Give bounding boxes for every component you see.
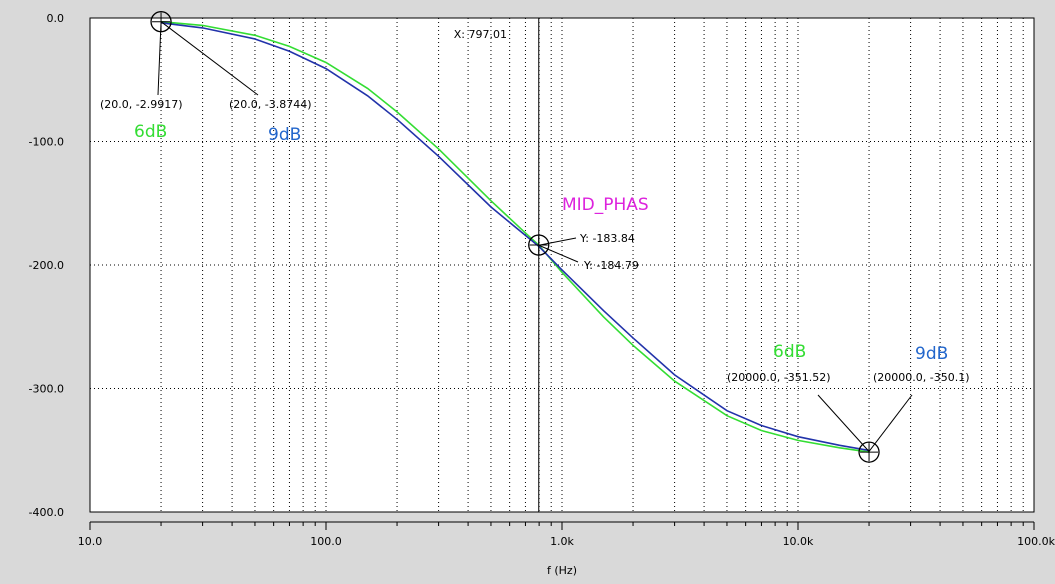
x-tick-label: 100.0 [310,535,342,548]
grid-lines [90,18,1034,512]
y-tick-label: -100.0 [29,136,64,149]
start-9db-label: (20.0, -3.8744) [229,98,312,111]
x-axis-title: f (Hz) [547,564,577,577]
end-6db-label: (20000.0, -351.52) [727,371,831,384]
start-9db-leader [160,21,259,96]
x-tick-label: 1.0k [550,535,574,548]
axes: 10.0 100.0 1.0k 10.0k 100.0k 0.0 -100.0 -200.0 -… [29,12,1055,548]
y-tick-label: -300.0 [29,383,64,396]
end-9db-leader [868,394,913,452]
series-lines [160,20,870,453]
end-marker [858,441,880,463]
end-9db-label: (20000.0, -350.1) [873,371,970,384]
y-tick-label: -200.0 [29,259,64,272]
mid-marker-label: MID_PHAS [562,195,649,215]
mid-9db-leader [538,244,579,263]
plot-frame [89,17,1035,513]
start-6db-label: (20.0, -2.9917) [100,98,183,111]
x-tick-label: 10.0 [78,535,103,548]
annotations [150,11,913,512]
series-line-9db [160,22,870,452]
x-tick-label: 10.0k [783,535,814,548]
mid-6db-leader [538,237,577,246]
series-line-6db [160,20,870,453]
start-6db-tag: 6dB [134,122,167,142]
end-6db-tag: 6dB [773,342,806,362]
end-9db-tag: 9dB [915,344,948,364]
end-6db-leader [817,394,870,452]
start-9db-tag: 9dB [268,125,301,145]
y-tick-label: -400.0 [29,506,64,519]
mid-9db-label: Y: -184.79 [583,259,639,272]
mid-marker [528,234,550,256]
start-6db-leader [157,21,162,96]
x-tick-label: 100.0k [1017,535,1055,548]
y-tick-label: 0.0 [47,12,65,25]
cursor-readout: X: 797.01 [454,28,507,41]
mid-6db-label: Y: -183.84 [579,232,635,245]
